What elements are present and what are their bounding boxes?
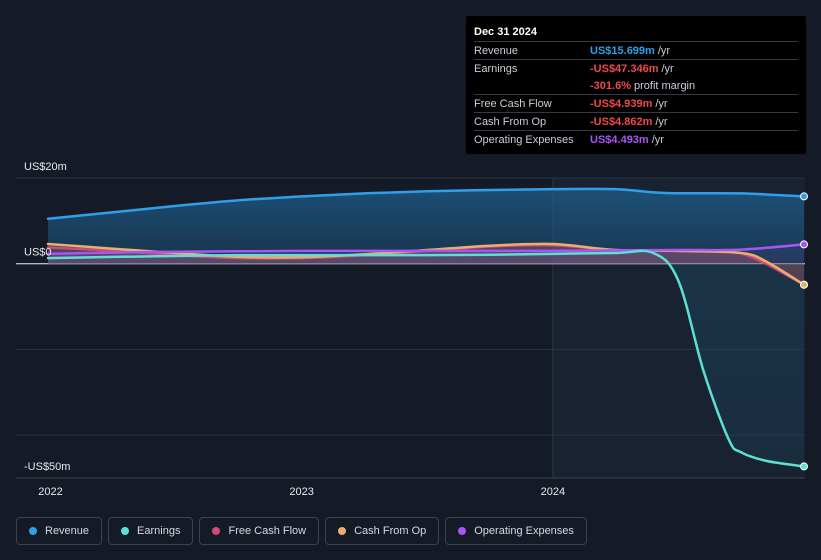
- tooltip-row: -301.6% profit margin: [474, 77, 798, 94]
- area-free-cash-flow: [48, 245, 804, 285]
- tooltip-row-value: -US$47.346m: [590, 62, 659, 75]
- tooltip-row: Operating Expenses US$4.493m/yr: [474, 130, 798, 148]
- legend-dot-icon: [212, 527, 221, 535]
- legend-item-free-cash-flow[interactable]: Free Cash Flow: [199, 517, 320, 545]
- legend-item-cash-from-op[interactable]: Cash From Op: [325, 517, 440, 545]
- tooltip-row-label: Free Cash Flow: [474, 97, 552, 110]
- line-cash-from-op: [46, 242, 806, 286]
- legend-label: Cash From Op: [354, 525, 427, 537]
- tooltip-row-value: US$15.699m: [590, 44, 655, 57]
- tooltip-row-label: Cash From Op: [474, 115, 547, 128]
- tooltip-row-label: Earnings: [474, 62, 518, 75]
- tooltip-row: Earnings -US$47.346m/yr: [474, 59, 798, 77]
- end-dot-revenue: [800, 192, 808, 201]
- tooltip-row-unit: /yr: [657, 44, 671, 57]
- tooltip-row: Cash From Op -US$4.862m/yr: [474, 112, 798, 130]
- legend-item-operating-expenses[interactable]: Operating Expenses: [445, 517, 587, 545]
- x-tick-label: 2022: [38, 486, 62, 498]
- line-operating-expenses: [46, 243, 806, 256]
- legend-dot-icon: [338, 527, 347, 535]
- line-revenue: [46, 187, 806, 220]
- tooltip-row-unit: /yr: [655, 115, 668, 128]
- tooltip-date: Dec 31 2024: [474, 26, 537, 38]
- end-dot-operating-expenses: [800, 240, 808, 249]
- area-earnings: [48, 250, 804, 467]
- tooltip-row-value: -US$4.862m: [590, 115, 653, 128]
- tooltip: Dec 31 2024 Revenue US$15.699m/yr Earnings…: [466, 16, 806, 154]
- tooltip-row-unit: /yr: [661, 62, 674, 75]
- tooltip-row: Revenue US$15.699m/yr: [474, 41, 798, 59]
- legend-label: Operating Expenses: [474, 525, 574, 537]
- legend: Revenue Earnings Free Cash Flow Cash From O…: [16, 517, 587, 545]
- area-revenue: [48, 188, 804, 264]
- legend-dot-icon: [121, 527, 130, 535]
- y-tick-label: US$0: [24, 247, 52, 259]
- tooltip-row-unit: profit margin: [633, 79, 696, 92]
- tooltip-row: Free Cash Flow -US$4.939m/yr: [474, 94, 798, 112]
- legend-label: Free Cash Flow: [228, 525, 307, 537]
- x-tick-label: 2023: [289, 486, 313, 498]
- y-tick-label: -US$50m: [24, 461, 70, 473]
- legend-label: Revenue: [45, 525, 90, 537]
- tooltip-row-value: -US$4.939m: [590, 97, 653, 110]
- tooltip-row-unit: /yr: [651, 133, 664, 146]
- tooltip-row-value: US$4.493m: [590, 133, 649, 146]
- tooltip-row-unit: /yr: [655, 97, 668, 110]
- y-tick-label: US$20m: [24, 161, 67, 173]
- tooltip-row-label: Operating Expenses: [474, 133, 574, 146]
- legend-label: Earnings: [137, 525, 181, 537]
- end-dot-cash-from-op: [800, 280, 808, 289]
- x-tick-label: 2024: [541, 486, 565, 498]
- legend-dot-icon: [29, 527, 37, 535]
- legend-item-earnings[interactable]: Earnings: [108, 517, 194, 545]
- line-earnings: [46, 249, 806, 468]
- legend-item-revenue[interactable]: Revenue: [16, 517, 103, 545]
- end-dot-earnings: [800, 462, 808, 471]
- tooltip-row-label: Revenue: [474, 44, 519, 57]
- tooltip-row-value: -301.6%: [590, 79, 631, 92]
- legend-dot-icon: [458, 527, 467, 535]
